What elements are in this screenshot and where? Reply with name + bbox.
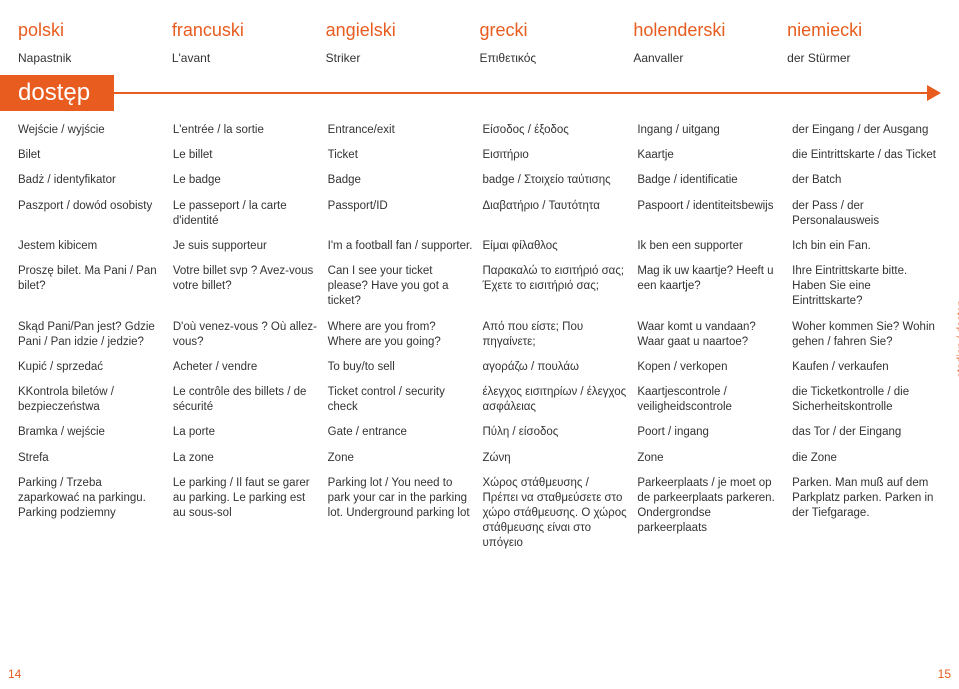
cell: Passport/ID <box>328 199 477 229</box>
cell: Bilet <box>18 148 167 163</box>
cell: Ich bin ein Fan. <box>792 239 941 254</box>
cell: Ik ben een supporter <box>637 239 786 254</box>
cell: Από που είστε; Που πηγαίνετε; <box>482 320 631 350</box>
lang-header: grecki <box>479 20 633 43</box>
cell: die Ticketkontrolle / die Sicherheitskon… <box>792 385 941 415</box>
cell: Mag ik uw kaartje? Heeft u een kaartje? <box>637 264 786 310</box>
lang-header: francuski <box>172 20 326 43</box>
cell: Entrance/exit <box>328 123 477 138</box>
cell: das Tor / der Eingang <box>792 425 941 440</box>
cell: Jestem kibicem <box>18 239 167 254</box>
cell: Ticket <box>328 148 477 163</box>
cell: Gate / entrance <box>328 425 477 440</box>
cell: To buy/to sell <box>328 360 477 375</box>
subheader-cell: Επιθετικός <box>479 47 633 65</box>
cell: Poort / ingang <box>637 425 786 440</box>
cell: Badż / identyfikator <box>18 173 167 188</box>
subheader-cell: der Stürmer <box>787 47 941 65</box>
cell: KKontrola biletów / bezpieczeństwa <box>18 385 167 415</box>
banner-arrow <box>0 75 941 111</box>
cell: Skąd Pani/Pan jest? Gdzie Pani / Pan idz… <box>18 320 167 350</box>
cell: Le passeport / la carte d'identité <box>173 199 322 229</box>
subheader-cell: L'avant <box>172 47 326 65</box>
cell: der Batch <box>792 173 941 188</box>
cell: Strefa <box>18 451 167 466</box>
arrow-head-icon <box>927 85 941 101</box>
cell: Badge <box>328 173 477 188</box>
cell: Kaartjescontrole / veiligheidscontrole <box>637 385 786 415</box>
cell: Le billet <box>173 148 322 163</box>
cell: I'm a football fan / supporter. <box>328 239 477 254</box>
cell: Votre billet svp ? Avez-vous votre bille… <box>173 264 322 310</box>
cell: Acheter / vendre <box>173 360 322 375</box>
cell: Zone <box>328 451 477 466</box>
cell: Le parking / Il faut se garer au parking… <box>173 476 322 552</box>
lang-header: angielski <box>326 20 480 43</box>
cell: Proszę bilet. Ma Pani / Pan bilet? <box>18 264 167 310</box>
translation-grid: Wejście / wyjście L'entrée / la sortie Ent… <box>18 123 941 552</box>
cell: Parken. Man muß auf dem Parkplatz parken… <box>792 476 941 552</box>
subheader-cell: Striker <box>326 47 480 65</box>
cell: Ticket control / security check <box>328 385 477 415</box>
page-number-right: 15 <box>938 667 951 681</box>
cell: Le badge <box>173 173 322 188</box>
cell: L'entrée / la sortie <box>173 123 322 138</box>
cell: αγοράζω / πουλάω <box>482 360 631 375</box>
cell: der Pass / der Personalausweis <box>792 199 941 229</box>
cell: Je suis supporteur <box>173 239 322 254</box>
cell: Paspoort / identiteitsbewijs <box>637 199 786 229</box>
section-banner: dostęp <box>0 75 114 111</box>
cell: Parking lot / You need to park your car … <box>328 476 477 552</box>
arrow-line <box>0 92 929 94</box>
cell: Διαβατήριο / Ταυτότητα <box>482 199 631 229</box>
cell: Kaartje <box>637 148 786 163</box>
cell: Zone <box>637 451 786 466</box>
cell: Where are you from? Where are you going? <box>328 320 477 350</box>
cell: Kaufen / verkaufen <box>792 360 941 375</box>
example-row: Napastnik L'avant Striker Επιθετικός Aan… <box>18 47 941 65</box>
cell: Ζώνη <box>482 451 631 466</box>
cell: die Zone <box>792 451 941 466</box>
cell: D'où venez-vous ? Où allez-vous? <box>173 320 322 350</box>
cell: Παρακαλώ το εισιτήριό σας; Έχετε το εισι… <box>482 264 631 310</box>
cell: die Eintrittskarte / das Ticket <box>792 148 941 163</box>
cell: Kopen / verkopen <box>637 360 786 375</box>
cell: La zone <box>173 451 322 466</box>
cell: Parking / Trzeba zaparkować na parkingu.… <box>18 476 167 552</box>
cell: badge / Στοιχείο ταύτισης <box>482 173 631 188</box>
cell: der Eingang / der Ausgang <box>792 123 941 138</box>
cell: Είμαι φίλαθλος <box>482 239 631 254</box>
cell: Ihre Eintrittskarte bitte. Haben Sie ein… <box>792 264 941 310</box>
cell: Woher kommen Sie? Wohin gehen / fahren S… <box>792 320 941 350</box>
subheader-cell: Aanvaller <box>633 47 787 65</box>
lang-header: niemiecki <box>787 20 941 43</box>
cell: Paszport / dowód osobisty <box>18 199 167 229</box>
cell: Ingang / uitgang <box>637 123 786 138</box>
section-banner-wrap: dostęp <box>18 75 941 113</box>
cell: Waar komt u vandaan? Waar gaat u naartoe… <box>637 320 786 350</box>
subheader-cell: Napastnik <box>18 47 172 65</box>
cell: Badge / identificatie <box>637 173 786 188</box>
cell: Χώρος στάθμευσης / Πρέπει να σταθμεύσετε… <box>482 476 631 552</box>
cell: Εισιτήριο <box>482 148 631 163</box>
cell: Wejście / wyjście <box>18 123 167 138</box>
page-number-left: 14 <box>8 667 21 681</box>
lang-header: polski <box>18 20 172 43</box>
cell: έλεγχος εισιτηρίων / έλεγχος ασφάλειας <box>482 385 631 415</box>
language-headers: polski francuski angielski grecki holend… <box>18 20 941 43</box>
cell: Kupić / sprzedać <box>18 360 167 375</box>
cell: Πύλη / είσοδος <box>482 425 631 440</box>
cell: Parkeerplaats / je moet op de parkeerpla… <box>637 476 786 552</box>
cell: Είσοδος / έξοδος <box>482 123 631 138</box>
cell: Can I see your ticket please? Have you g… <box>328 264 477 310</box>
cell: La porte <box>173 425 322 440</box>
cell: Le contrôle des billets / de sécurité <box>173 385 322 415</box>
lang-header: holenderski <box>633 20 787 43</box>
cell: Bramka / wejście <box>18 425 167 440</box>
